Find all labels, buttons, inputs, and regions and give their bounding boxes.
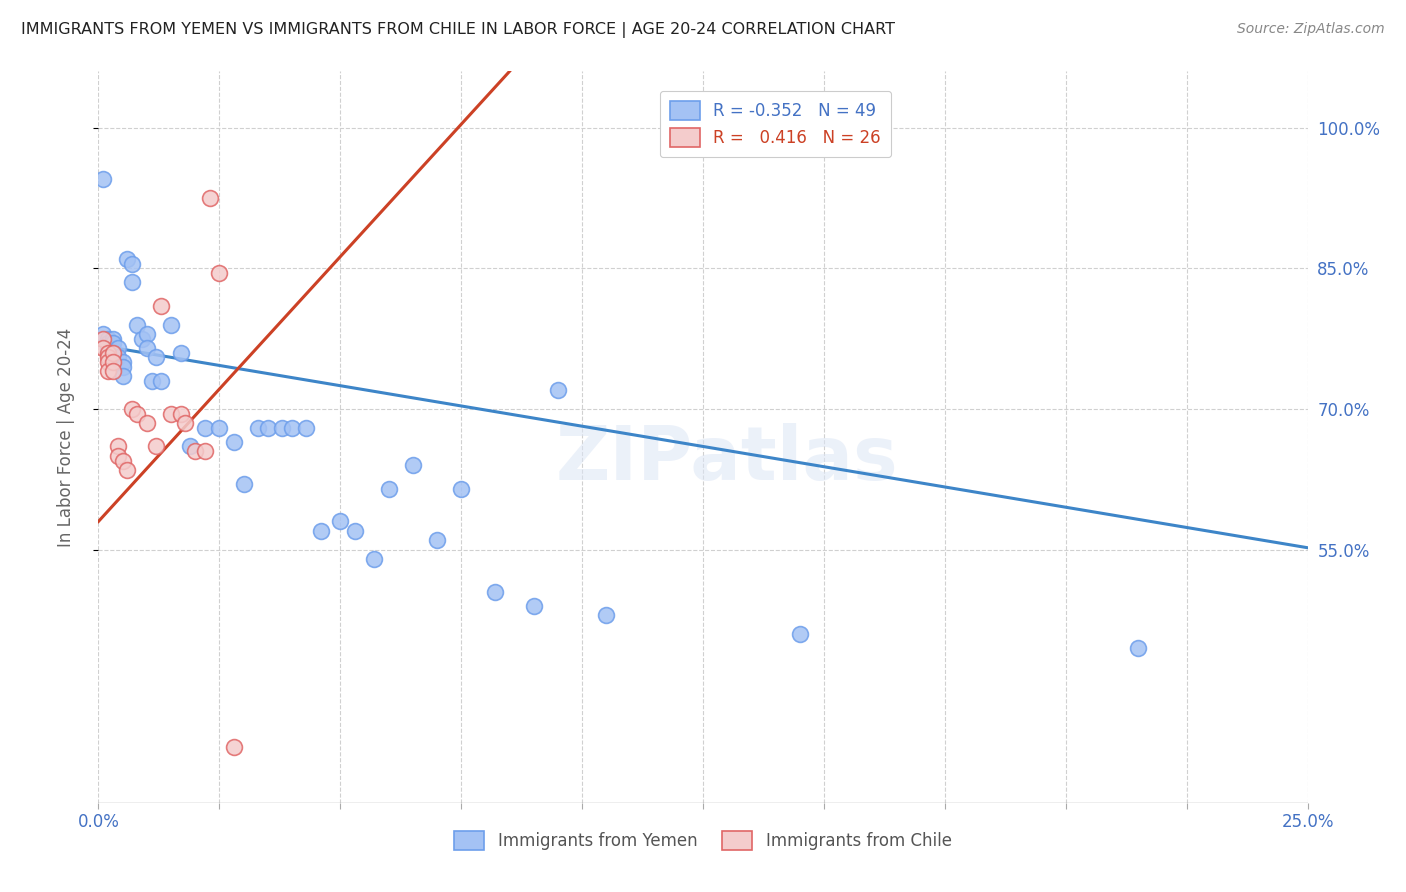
Point <box>145 440 167 454</box>
Y-axis label: In Labor Force | Age 20-24: In Labor Force | Age 20-24 <box>56 327 75 547</box>
Point <box>194 444 217 458</box>
Point <box>309 524 332 538</box>
Point <box>484 584 506 599</box>
Point <box>91 341 114 355</box>
Point <box>97 341 120 355</box>
Point <box>97 345 120 359</box>
Point <box>329 515 352 529</box>
Point <box>97 355 120 369</box>
Point <box>97 336 120 351</box>
Text: ZIPatlas: ZIPatlas <box>555 423 898 496</box>
Point <box>111 359 134 374</box>
Point <box>135 326 157 341</box>
Point <box>281 420 304 434</box>
Point <box>101 364 124 378</box>
Point <box>117 252 139 266</box>
Text: Source: ZipAtlas.com: Source: ZipAtlas.com <box>1237 22 1385 37</box>
Point <box>208 420 231 434</box>
Point <box>107 351 129 365</box>
Point <box>271 420 294 434</box>
Point <box>91 172 114 186</box>
Point <box>91 326 114 341</box>
Point <box>97 351 120 365</box>
Point <box>174 416 197 430</box>
Point <box>426 533 449 548</box>
Point <box>169 407 191 421</box>
Point <box>198 191 221 205</box>
Point <box>402 458 425 473</box>
Point <box>121 276 143 290</box>
Point <box>101 355 124 369</box>
Point <box>135 416 157 430</box>
Point <box>97 364 120 378</box>
Point <box>169 345 191 359</box>
Point <box>131 332 153 346</box>
Point <box>547 383 569 397</box>
Point <box>145 351 167 365</box>
Point <box>117 463 139 477</box>
Point <box>121 257 143 271</box>
Point <box>363 552 385 566</box>
Point <box>160 407 183 421</box>
Point <box>127 318 149 332</box>
Point <box>247 420 270 434</box>
Point <box>523 599 546 613</box>
Point <box>141 374 163 388</box>
Point <box>377 482 399 496</box>
Point <box>107 440 129 454</box>
Point <box>97 332 120 346</box>
Point <box>121 401 143 416</box>
Point <box>107 341 129 355</box>
Point <box>256 420 278 434</box>
Point <box>111 355 134 369</box>
Point <box>194 420 217 434</box>
Point <box>150 299 173 313</box>
Point <box>295 420 318 434</box>
Point <box>160 318 183 332</box>
Point <box>222 739 245 754</box>
Point <box>111 453 134 467</box>
Point <box>101 332 124 346</box>
Point <box>179 440 201 454</box>
Point <box>450 482 472 496</box>
Point <box>232 477 254 491</box>
Point <box>101 336 124 351</box>
Legend: Immigrants from Yemen, Immigrants from Chile: Immigrants from Yemen, Immigrants from C… <box>447 824 959 856</box>
Point <box>135 341 157 355</box>
Point <box>91 332 114 346</box>
Text: IMMIGRANTS FROM YEMEN VS IMMIGRANTS FROM CHILE IN LABOR FORCE | AGE 20-24 CORREL: IMMIGRANTS FROM YEMEN VS IMMIGRANTS FROM… <box>21 22 896 38</box>
Point <box>222 434 245 449</box>
Point <box>184 444 207 458</box>
Point <box>1128 641 1150 656</box>
Point <box>127 407 149 421</box>
Point <box>208 266 231 280</box>
Point <box>150 374 173 388</box>
Point <box>343 524 366 538</box>
Point <box>789 627 811 641</box>
Point <box>107 449 129 463</box>
Point <box>111 369 134 384</box>
Point <box>101 345 124 359</box>
Point <box>101 345 124 359</box>
Point <box>595 608 617 623</box>
